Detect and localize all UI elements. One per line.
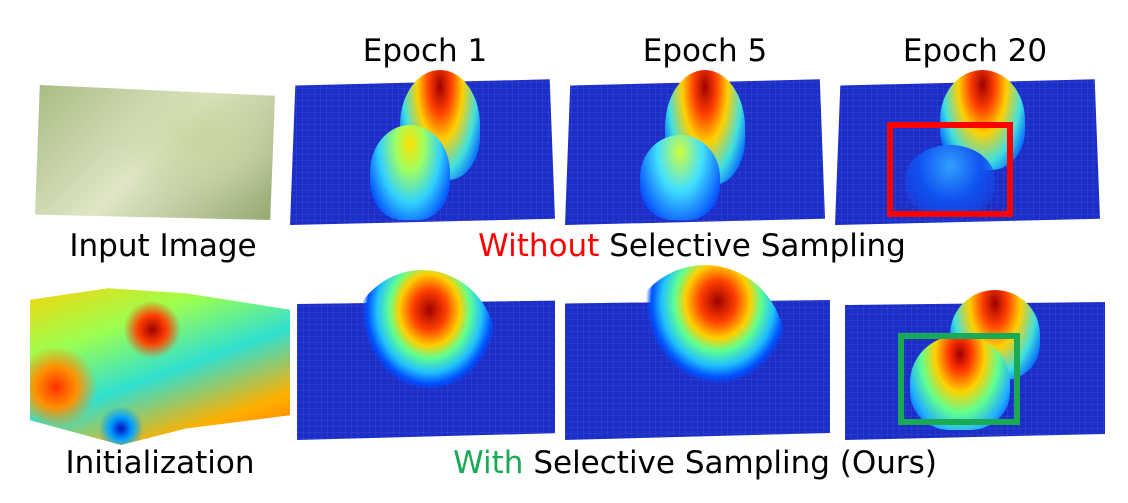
surface-bottom-epoch1 xyxy=(297,270,555,440)
initialization-surface xyxy=(30,288,290,445)
caption-highlight-without: Without xyxy=(478,228,600,264)
column-header-epoch-5: Epoch 5 xyxy=(642,33,768,69)
surface-bottom-epoch20 xyxy=(845,290,1105,440)
bottom-row-caption: With Selective Sampling (Ours) xyxy=(453,445,937,481)
column-header-epoch-1: Epoch 1 xyxy=(362,33,488,69)
caption-rest: Selective Sampling xyxy=(599,228,906,264)
surface-top-epoch20 xyxy=(835,70,1100,225)
initialization-label: Initialization xyxy=(65,445,255,481)
input-image-bird xyxy=(35,85,275,220)
surface-bottom-epoch5 xyxy=(565,265,830,440)
green-highlight-box xyxy=(898,333,1020,425)
column-header-epoch-20: Epoch 20 xyxy=(902,33,1048,69)
input-image-label: Input Image xyxy=(69,228,257,264)
red-highlight-box xyxy=(887,122,1013,217)
surface-top-epoch5 xyxy=(565,70,825,225)
top-row-caption: Without Selective Sampling xyxy=(478,228,906,264)
caption-highlight-with: With xyxy=(453,445,524,481)
surface-top-epoch1 xyxy=(290,70,555,225)
caption-rest: Selective Sampling (Ours) xyxy=(523,445,937,481)
